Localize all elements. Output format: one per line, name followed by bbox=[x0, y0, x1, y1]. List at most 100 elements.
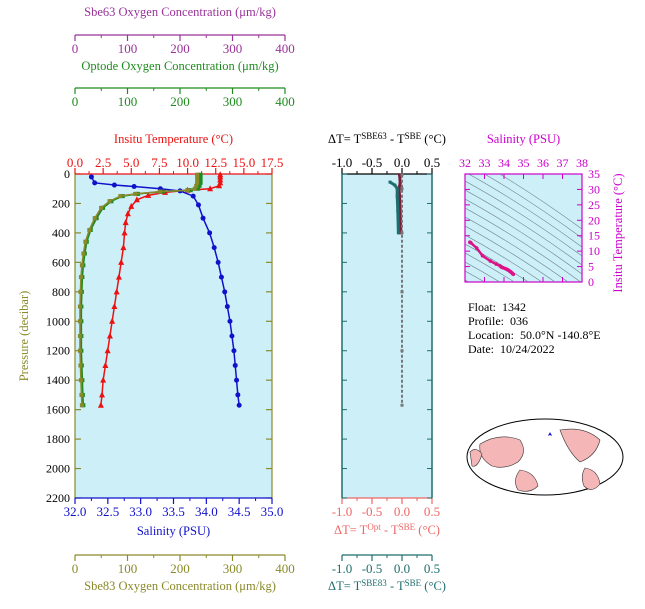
sbe63-axis-tick-label: 400 bbox=[275, 41, 295, 56]
ts-point bbox=[480, 253, 485, 258]
optode-axis-tick-label: 100 bbox=[118, 94, 138, 109]
temperature-point bbox=[145, 191, 152, 198]
optode-axis-tick-label: 400 bbox=[275, 94, 295, 109]
dt-sbe83-point bbox=[388, 180, 392, 184]
temperature-point bbox=[102, 361, 109, 368]
salinity-axis-tick-label: 33.5 bbox=[162, 504, 185, 519]
salinity-axis-tick-label: 32.5 bbox=[96, 504, 119, 519]
sbe83-point bbox=[78, 378, 83, 383]
ts-y-tick-label: 5 bbox=[588, 260, 594, 274]
salinity-point bbox=[131, 184, 137, 190]
sbe83-point bbox=[192, 186, 197, 191]
salinity-point bbox=[224, 304, 230, 310]
dt-opt-axis-tick-label: 0.0 bbox=[394, 504, 410, 519]
optode-axis-title: Optode Oxygen Concentration (μm/kg) bbox=[81, 59, 278, 73]
dt-sbe63-axis-tick-label: 0.5 bbox=[424, 155, 440, 170]
temperature-point bbox=[133, 196, 140, 203]
temperature-point bbox=[120, 244, 127, 251]
sbe83-point bbox=[78, 363, 83, 368]
ts-y-tick-label: 0 bbox=[588, 275, 594, 289]
ts-y-tick-label: 25 bbox=[588, 198, 600, 212]
date-label: Date: bbox=[468, 342, 494, 356]
temperature-point bbox=[207, 185, 214, 192]
sbe83-axis-title: Sbe83 Oxygen Concentration (μm/kg) bbox=[84, 579, 276, 593]
dt-optode-point bbox=[400, 231, 404, 235]
ts-point bbox=[494, 262, 499, 266]
ts-x-tick-label: 32 bbox=[459, 156, 471, 170]
ts-density-contour bbox=[465, 189, 582, 266]
dt-opt-axis-tick-label: -0.5 bbox=[362, 504, 383, 519]
dt-sbe83-point bbox=[395, 187, 399, 191]
dt-opt-axis-tick-label: 0.5 bbox=[424, 504, 440, 519]
salinity-point bbox=[215, 259, 221, 265]
salinity-point bbox=[235, 392, 241, 398]
temperature-point bbox=[106, 332, 113, 339]
dt-optode-point bbox=[400, 173, 404, 177]
dt-sbe63-axis-tick-label: -0.5 bbox=[362, 155, 383, 170]
dt-sbe83-axis-tick-label: -0.5 bbox=[362, 561, 383, 576]
temperature-axis-tick-label: 2.5 bbox=[95, 155, 111, 170]
optode-point bbox=[198, 172, 203, 177]
salinity-point bbox=[195, 202, 201, 208]
sbe63-axis-tick-label: 300 bbox=[223, 41, 243, 56]
dt-sbe83-point bbox=[395, 194, 399, 198]
salinity-point bbox=[229, 333, 235, 339]
salinity-axis-tick-label: 33.0 bbox=[129, 504, 152, 519]
temperature-point bbox=[104, 347, 111, 354]
temperature-point bbox=[100, 376, 107, 383]
ts-density-contour bbox=[465, 207, 582, 282]
pressure-tick-label: 1000 bbox=[46, 314, 70, 328]
dt-sbe83-axis-title: ΔT= TSBE83 - TSBE (°C) bbox=[328, 578, 446, 593]
salinity-point bbox=[234, 377, 240, 383]
float-value: 1342 bbox=[502, 300, 527, 314]
ts-density-contour bbox=[465, 234, 543, 282]
salinity-axis-title: Salinity (PSU) bbox=[137, 524, 210, 538]
dt-sbe83-point bbox=[393, 183, 397, 187]
temperature-point bbox=[118, 258, 125, 265]
dt-optode-point bbox=[400, 187, 404, 191]
sbe83-point bbox=[78, 275, 83, 280]
salinity-axis-tick-label: 35.0 bbox=[261, 504, 284, 519]
temperature-point bbox=[115, 273, 122, 280]
sbe83-point bbox=[118, 194, 123, 199]
ts-y-tick-label: 35 bbox=[588, 167, 600, 181]
sbe83-point bbox=[107, 199, 112, 204]
dt-sbe83-axis-tick-label: 0.0 bbox=[394, 561, 410, 576]
ts-y-title: Insitu Temperature (°C) bbox=[611, 173, 625, 292]
dt-sbe63-point bbox=[398, 173, 402, 177]
sbe83-axis-tick-label: 400 bbox=[275, 561, 295, 576]
sbe83-point bbox=[81, 251, 86, 256]
temperature-axis-tick-label: 7.5 bbox=[151, 155, 167, 170]
dt-opt-axis-tick-label: -1.0 bbox=[332, 504, 353, 519]
optode-axis-tick-label: 300 bbox=[223, 94, 243, 109]
dt-sbe63-point bbox=[398, 209, 402, 213]
sbe83-point bbox=[77, 319, 82, 324]
ts-x-title: Salinity (PSU) bbox=[487, 132, 560, 146]
salinity-point bbox=[88, 174, 94, 180]
float-info: Float: 1342 Profile: 036 Location: 50.0°… bbox=[468, 300, 601, 356]
optode-point bbox=[198, 177, 203, 182]
location-label: Location: bbox=[468, 328, 514, 342]
temperature-point bbox=[216, 182, 223, 189]
salinity-point bbox=[236, 402, 242, 408]
sbe83-point bbox=[99, 205, 104, 210]
salinity-point bbox=[222, 289, 228, 295]
ts-density-contour bbox=[465, 270, 486, 282]
temperature-point bbox=[128, 202, 135, 209]
ts-x-tick-label: 33 bbox=[479, 156, 491, 170]
ts-density-contour bbox=[465, 216, 569, 282]
salinity-profile-line bbox=[90, 176, 240, 406]
temperature-axis-tick-label: 17.5 bbox=[261, 155, 284, 170]
sbe83-axis-tick-label: 0 bbox=[72, 561, 79, 576]
temperature-point bbox=[122, 219, 129, 226]
dt-sbe63-axis-tick-label: 0.0 bbox=[394, 155, 410, 170]
map-land-australia bbox=[515, 469, 539, 492]
sbe63-axis-tick-label: 200 bbox=[170, 41, 190, 56]
temperature-point bbox=[99, 391, 106, 398]
ts-point bbox=[474, 246, 479, 250]
ts-point bbox=[488, 259, 493, 263]
ts-density-contour bbox=[465, 180, 582, 257]
dt-sbe63-point bbox=[397, 187, 401, 191]
pressure-tick-label: 800 bbox=[52, 285, 70, 299]
